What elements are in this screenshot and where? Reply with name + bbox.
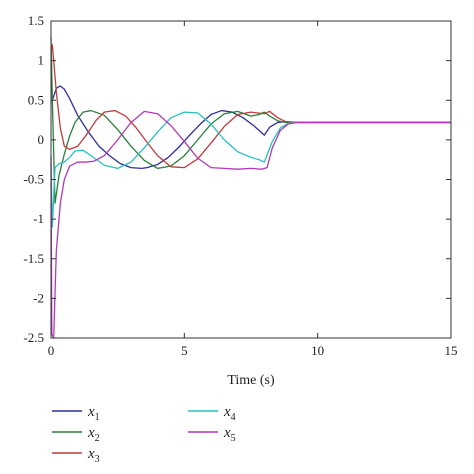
y-tick-label: -2 <box>33 290 44 305</box>
y-tick-label: 0.5 <box>28 92 44 107</box>
y-tick-label: -2.5 <box>23 330 44 345</box>
y-tick-label: 1 <box>38 53 45 68</box>
y-tick-label: -1.5 <box>23 251 44 266</box>
series-line-x1 <box>51 85 451 170</box>
legend-label-subscript: 4 <box>231 412 236 423</box>
legend-label-base: x <box>223 425 231 441</box>
legend-label-subscript: 5 <box>231 433 236 444</box>
x-tick-label: 10 <box>311 343 324 358</box>
legend-label-base: x <box>87 404 95 420</box>
series-line-x5 <box>50 110 451 339</box>
y-tick-label: 0 <box>38 132 45 147</box>
x-axis-label: Time (s) <box>227 373 275 388</box>
legend-label-base: x <box>223 404 231 420</box>
legend-label-x5: x5 <box>223 425 236 444</box>
legend-label-x1: x1 <box>87 404 100 423</box>
legend-label-base: x <box>87 425 95 441</box>
y-tick-label: -1 <box>33 211 44 226</box>
legend-label-subscript: 3 <box>95 454 100 465</box>
legend-label-x2: x2 <box>87 425 100 444</box>
series-line-x4 <box>50 111 451 228</box>
plot-frame <box>50 20 452 339</box>
y-tick-label: 1.5 <box>28 13 44 28</box>
plot-lines <box>50 36 451 339</box>
x-tick-label: 0 <box>48 343 55 358</box>
y-tick-label: -0.5 <box>23 172 44 187</box>
series-line-x3 <box>50 44 451 169</box>
x-tick-label: 15 <box>445 343 458 358</box>
legend-label-base: x <box>87 446 95 462</box>
legend-label-x3: x3 <box>87 446 100 465</box>
legend-label-subscript: 1 <box>95 412 100 423</box>
legend-label-subscript: 2 <box>95 433 100 444</box>
axis-ticks: 0 5 10 15 1.5 1 0.5 0 -0.5 -1 -1.5 -2 -2.5 <box>23 13 457 358</box>
legend-label-x4: x4 <box>223 404 236 423</box>
x-tick-label: 5 <box>181 343 188 358</box>
series-line-x2 <box>50 36 451 204</box>
